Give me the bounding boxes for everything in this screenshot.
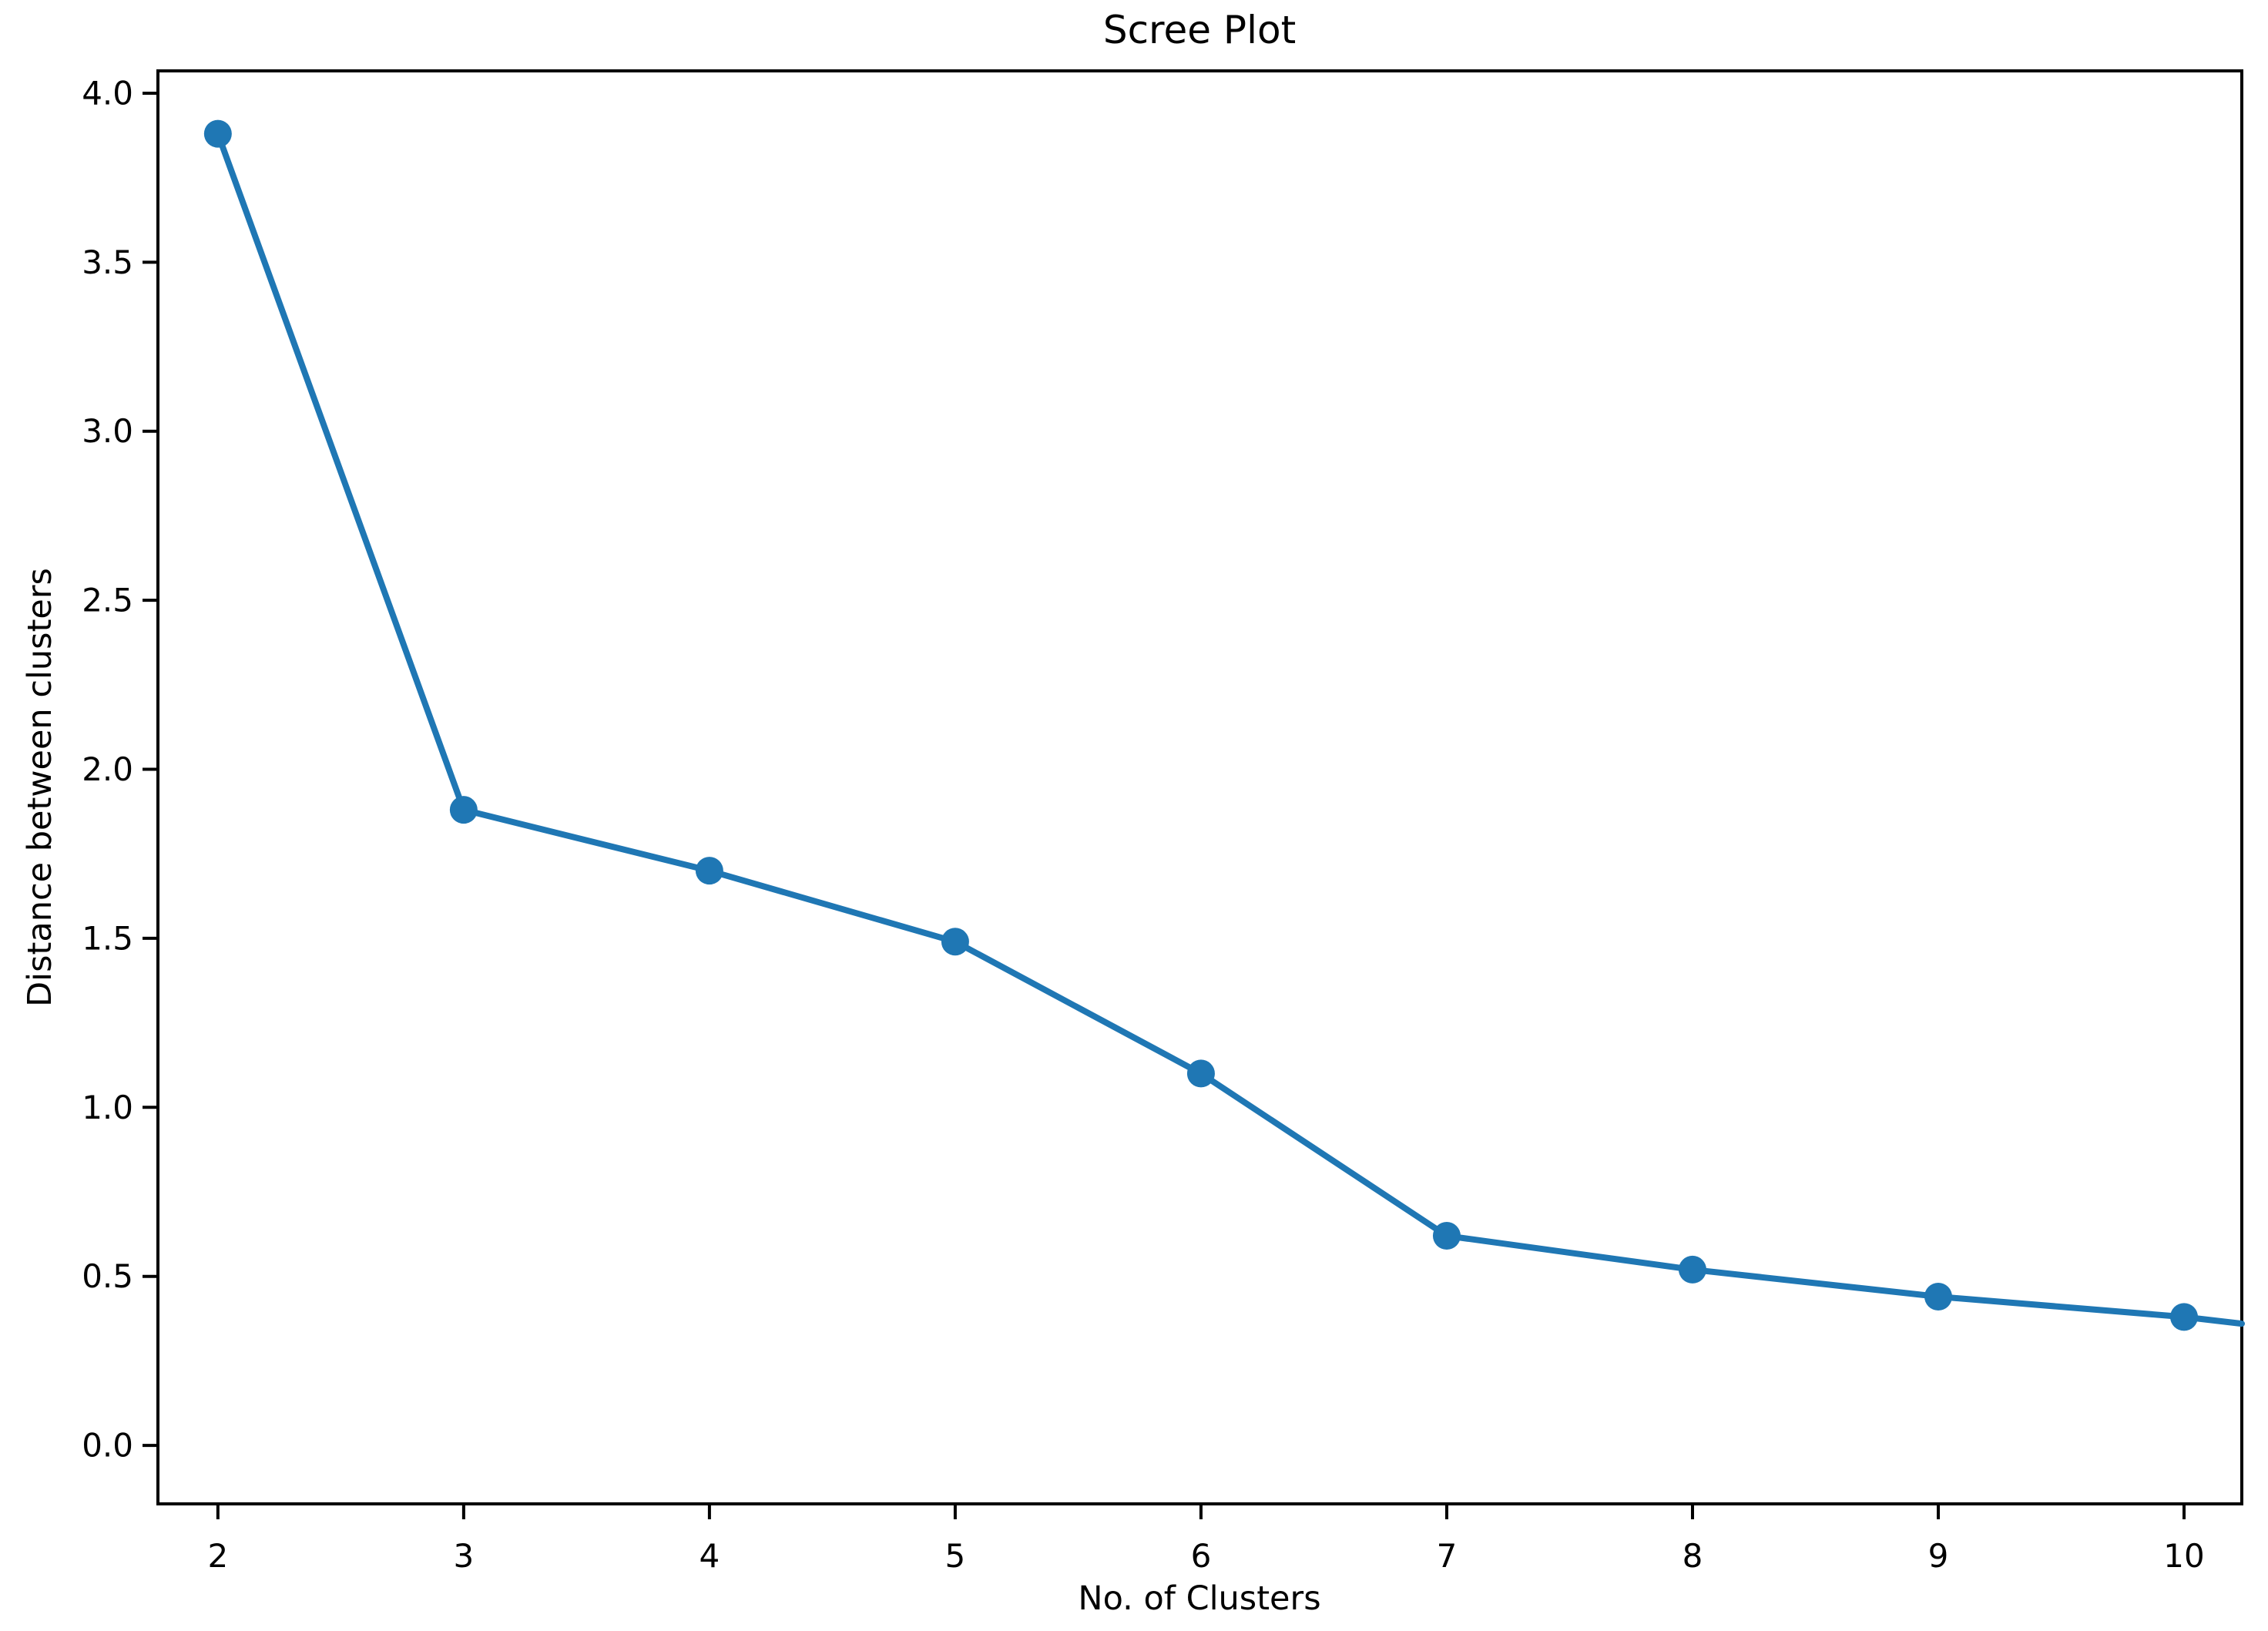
- data-point-marker: [941, 928, 969, 956]
- data-point-marker: [1186, 1059, 1215, 1088]
- data-point-marker: [695, 857, 723, 885]
- y-tick-label: 4.0: [82, 74, 133, 112]
- y-tick-label: 3.0: [82, 412, 133, 450]
- x-tick-label: 9: [1928, 1537, 1949, 1575]
- x-tick-label: 4: [700, 1537, 720, 1575]
- data-point-marker: [2170, 1303, 2199, 1331]
- x-tick-label: 10: [2163, 1537, 2204, 1575]
- y-tick-label: 1.5: [82, 919, 133, 957]
- x-tick-label: 7: [1437, 1537, 1458, 1575]
- y-tick-label: 3.5: [82, 243, 133, 281]
- x-axis-label: No. of Clusters: [1078, 1579, 1321, 1618]
- x-tick-label: 8: [1683, 1537, 1703, 1575]
- y-tick-label: 2.5: [82, 582, 133, 619]
- scree-line: [214, 130, 2245, 1327]
- data-point-marker: [1678, 1255, 1706, 1284]
- data-point-marker: [1432, 1222, 1461, 1250]
- data-point-marker: [449, 796, 478, 824]
- y-tick-label: 0.5: [82, 1257, 133, 1295]
- x-tick-label: 6: [1191, 1537, 1212, 1575]
- y-tick-label: 0.0: [82, 1427, 133, 1465]
- y-axis-ticks: 0.0 0.5 1.0 1.5 2.0 2.5 3.0 3.5 4.0: [82, 74, 158, 1465]
- x-tick-label: 3: [453, 1537, 474, 1575]
- line-series: [203, 119, 2245, 1331]
- x-tick-label: 2: [207, 1537, 228, 1575]
- data-point-marker: [203, 119, 232, 148]
- data-point-marker: [1924, 1283, 1953, 1311]
- x-axis-ticks: 2 3 4 5 6 7 8 9 10: [207, 1504, 2205, 1575]
- x-tick-label: 5: [945, 1537, 966, 1575]
- chart-title: Scree Plot: [1102, 8, 1297, 52]
- y-tick-label: 2.0: [82, 750, 133, 788]
- y-tick-label: 1.0: [82, 1089, 133, 1126]
